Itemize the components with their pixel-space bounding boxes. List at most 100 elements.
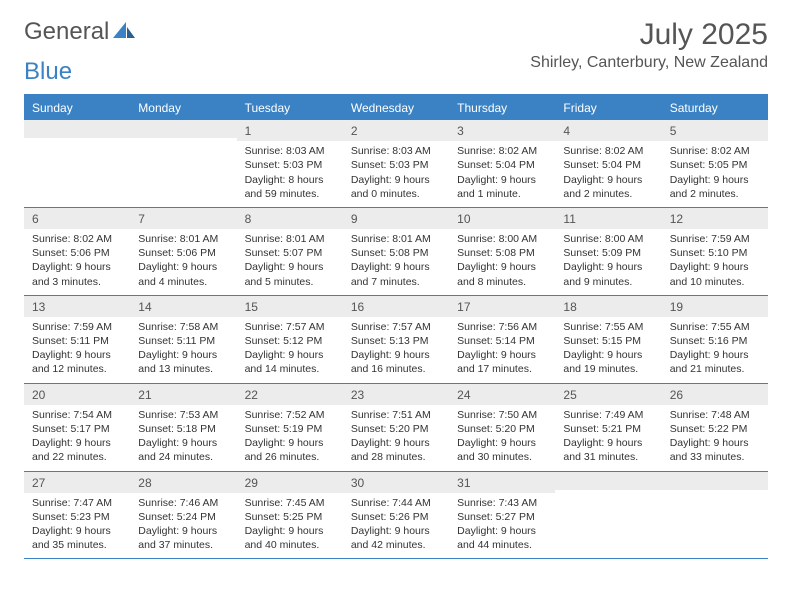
- cell-body: Sunrise: 7:57 AMSunset: 5:12 PMDaylight:…: [237, 317, 343, 383]
- logo: General: [24, 18, 135, 46]
- calendar-week: 1Sunrise: 8:03 AMSunset: 5:03 PMDaylight…: [24, 120, 768, 208]
- day-number: 24: [449, 384, 555, 405]
- cell-body: Sunrise: 7:53 AMSunset: 5:18 PMDaylight:…: [130, 405, 236, 471]
- calendar-cell: 20Sunrise: 7:54 AMSunset: 5:17 PMDayligh…: [24, 384, 130, 471]
- calendar-cell: 24Sunrise: 7:50 AMSunset: 5:20 PMDayligh…: [449, 384, 555, 471]
- calendar-cell: 1Sunrise: 8:03 AMSunset: 5:03 PMDaylight…: [237, 120, 343, 207]
- calendar-cell: 21Sunrise: 7:53 AMSunset: 5:18 PMDayligh…: [130, 384, 236, 471]
- sunset-text: Sunset: 5:17 PM: [32, 422, 122, 436]
- day-number: 11: [555, 208, 661, 229]
- daylight1-text: Daylight: 9 hours: [245, 348, 335, 362]
- sunrise-text: Sunrise: 7:57 AM: [245, 320, 335, 334]
- sunrise-text: Sunrise: 8:00 AM: [563, 232, 653, 246]
- day-number: 20: [24, 384, 130, 405]
- calendar-cell: 29Sunrise: 7:45 AMSunset: 5:25 PMDayligh…: [237, 472, 343, 559]
- cell-body: Sunrise: 7:43 AMSunset: 5:27 PMDaylight:…: [449, 493, 555, 559]
- day-header: Monday: [130, 96, 236, 120]
- daylight1-text: Daylight: 9 hours: [670, 348, 760, 362]
- sunrise-text: Sunrise: 7:55 AM: [563, 320, 653, 334]
- sunrise-text: Sunrise: 8:00 AM: [457, 232, 547, 246]
- daylight2-text: and 42 minutes.: [351, 538, 441, 552]
- daylight2-text: and 17 minutes.: [457, 362, 547, 376]
- day-header: Sunday: [24, 96, 130, 120]
- sunset-text: Sunset: 5:13 PM: [351, 334, 441, 348]
- daylight2-text: and 30 minutes.: [457, 450, 547, 464]
- cell-body: Sunrise: 7:44 AMSunset: 5:26 PMDaylight:…: [343, 493, 449, 559]
- logo-text-general: General: [24, 18, 109, 46]
- daylight1-text: Daylight: 9 hours: [138, 436, 228, 450]
- daylight2-text: and 9 minutes.: [563, 275, 653, 289]
- day-number: [662, 472, 768, 490]
- sunrise-text: Sunrise: 7:58 AM: [138, 320, 228, 334]
- day-number: 28: [130, 472, 236, 493]
- sunrise-text: Sunrise: 7:44 AM: [351, 496, 441, 510]
- cell-body: Sunrise: 7:59 AMSunset: 5:11 PMDaylight:…: [24, 317, 130, 383]
- sunset-text: Sunset: 5:04 PM: [563, 158, 653, 172]
- cell-body: Sunrise: 7:55 AMSunset: 5:16 PMDaylight:…: [662, 317, 768, 383]
- sunset-text: Sunset: 5:11 PM: [32, 334, 122, 348]
- day-header: Wednesday: [343, 96, 449, 120]
- daylight2-text: and 28 minutes.: [351, 450, 441, 464]
- daylight2-text: and 44 minutes.: [457, 538, 547, 552]
- cell-body: Sunrise: 7:48 AMSunset: 5:22 PMDaylight:…: [662, 405, 768, 471]
- daylight1-text: Daylight: 9 hours: [670, 436, 760, 450]
- sunset-text: Sunset: 5:04 PM: [457, 158, 547, 172]
- sunset-text: Sunset: 5:11 PM: [138, 334, 228, 348]
- sunset-text: Sunset: 5:08 PM: [457, 246, 547, 260]
- day-number: 17: [449, 296, 555, 317]
- calendar-header-row: Sunday Monday Tuesday Wednesday Thursday…: [24, 96, 768, 120]
- day-number: 19: [662, 296, 768, 317]
- sunset-text: Sunset: 5:06 PM: [138, 246, 228, 260]
- calendar-cell: 8Sunrise: 8:01 AMSunset: 5:07 PMDaylight…: [237, 208, 343, 295]
- day-number: 12: [662, 208, 768, 229]
- sunrise-text: Sunrise: 7:50 AM: [457, 408, 547, 422]
- calendar-week: 27Sunrise: 7:47 AMSunset: 5:23 PMDayligh…: [24, 472, 768, 560]
- calendar-cell: [662, 472, 768, 559]
- cell-body: Sunrise: 7:59 AMSunset: 5:10 PMDaylight:…: [662, 229, 768, 295]
- day-number: 14: [130, 296, 236, 317]
- sunrise-text: Sunrise: 7:48 AM: [670, 408, 760, 422]
- daylight2-text: and 5 minutes.: [245, 275, 335, 289]
- cell-body: Sunrise: 8:01 AMSunset: 5:07 PMDaylight:…: [237, 229, 343, 295]
- sunset-text: Sunset: 5:15 PM: [563, 334, 653, 348]
- daylight2-text: and 26 minutes.: [245, 450, 335, 464]
- sunrise-text: Sunrise: 7:59 AM: [670, 232, 760, 246]
- calendar-cell: 15Sunrise: 7:57 AMSunset: 5:12 PMDayligh…: [237, 296, 343, 383]
- sunset-text: Sunset: 5:26 PM: [351, 510, 441, 524]
- calendar-cell: 10Sunrise: 8:00 AMSunset: 5:08 PMDayligh…: [449, 208, 555, 295]
- sunset-text: Sunset: 5:19 PM: [245, 422, 335, 436]
- daylight2-text: and 31 minutes.: [563, 450, 653, 464]
- cell-body: Sunrise: 7:54 AMSunset: 5:17 PMDaylight:…: [24, 405, 130, 471]
- day-number: 23: [343, 384, 449, 405]
- calendar-cell: 30Sunrise: 7:44 AMSunset: 5:26 PMDayligh…: [343, 472, 449, 559]
- calendar-cell: 4Sunrise: 8:02 AMSunset: 5:04 PMDaylight…: [555, 120, 661, 207]
- cell-body: [130, 138, 236, 198]
- cell-body: Sunrise: 7:52 AMSunset: 5:19 PMDaylight:…: [237, 405, 343, 471]
- sunset-text: Sunset: 5:25 PM: [245, 510, 335, 524]
- day-number: [24, 120, 130, 138]
- daylight1-text: Daylight: 9 hours: [670, 173, 760, 187]
- sunrise-text: Sunrise: 7:55 AM: [670, 320, 760, 334]
- daylight2-text: and 7 minutes.: [351, 275, 441, 289]
- calendar-cell: 14Sunrise: 7:58 AMSunset: 5:11 PMDayligh…: [130, 296, 236, 383]
- daylight2-text: and 33 minutes.: [670, 450, 760, 464]
- sunset-text: Sunset: 5:16 PM: [670, 334, 760, 348]
- day-number: 3: [449, 120, 555, 141]
- daylight2-text: and 24 minutes.: [138, 450, 228, 464]
- daylight1-text: Daylight: 9 hours: [32, 260, 122, 274]
- cell-body: Sunrise: 7:55 AMSunset: 5:15 PMDaylight:…: [555, 317, 661, 383]
- day-number: 29: [237, 472, 343, 493]
- daylight2-text: and 19 minutes.: [563, 362, 653, 376]
- daylight2-text: and 0 minutes.: [351, 187, 441, 201]
- day-header: Saturday: [662, 96, 768, 120]
- day-number: 30: [343, 472, 449, 493]
- cell-body: Sunrise: 7:45 AMSunset: 5:25 PMDaylight:…: [237, 493, 343, 559]
- cell-body: Sunrise: 8:01 AMSunset: 5:08 PMDaylight:…: [343, 229, 449, 295]
- sunset-text: Sunset: 5:07 PM: [245, 246, 335, 260]
- title-location: Shirley, Canterbury, New Zealand: [530, 54, 768, 72]
- cell-body: Sunrise: 8:03 AMSunset: 5:03 PMDaylight:…: [237, 141, 343, 207]
- day-header: Tuesday: [237, 96, 343, 120]
- title-block: July 2025 Shirley, Canterbury, New Zeala…: [530, 18, 768, 72]
- calendar-cell: 27Sunrise: 7:47 AMSunset: 5:23 PMDayligh…: [24, 472, 130, 559]
- daylight1-text: Daylight: 9 hours: [245, 436, 335, 450]
